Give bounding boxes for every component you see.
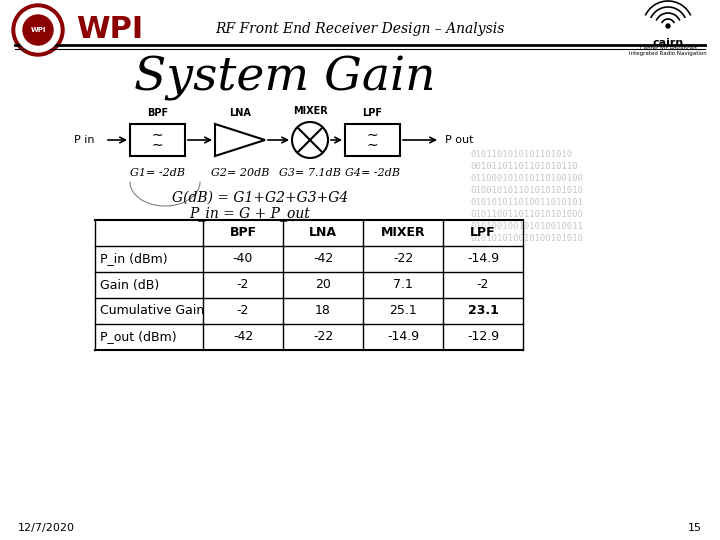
Text: -22: -22: [313, 330, 333, 343]
Text: 12/7/2020: 12/7/2020: [18, 523, 75, 533]
Text: RF Front End Receiver Design – Analysis: RF Front End Receiver Design – Analysis: [215, 22, 505, 36]
Text: 010101011010011010101: 010101011010011010101: [470, 198, 583, 207]
Text: ∼: ∼: [152, 128, 163, 142]
Text: -14.9: -14.9: [467, 253, 499, 266]
Text: G1= -2dB: G1= -2dB: [130, 168, 185, 178]
Text: System Gain: System Gain: [134, 56, 436, 100]
Text: -2: -2: [237, 305, 249, 318]
Text: P_in = G + P_out: P_in = G + P_out: [189, 207, 310, 221]
Text: 7.1: 7.1: [393, 279, 413, 292]
Text: 0101101010101101010: 0101101010101101010: [470, 150, 572, 159]
Text: ∼: ∼: [366, 128, 378, 142]
Text: WPI: WPI: [30, 27, 45, 33]
Text: 010101010010100101010: 010101010010100101010: [470, 234, 583, 243]
Text: G(dB) = G1+G2+G3+G4: G(dB) = G1+G2+G3+G4: [172, 191, 348, 205]
Circle shape: [23, 15, 53, 45]
Bar: [130, 124, 185, 156]
Text: 010110011011010101000: 010110011011010101000: [470, 210, 583, 219]
Text: 20: 20: [315, 279, 331, 292]
Circle shape: [16, 8, 60, 52]
Text: Integrated Radio Navigation: Integrated Radio Navigation: [629, 51, 707, 56]
Text: -2: -2: [237, 279, 249, 292]
Text: -40: -40: [233, 253, 253, 266]
Text: P in: P in: [74, 135, 95, 145]
Text: -22: -22: [393, 253, 413, 266]
Text: -14.9: -14.9: [387, 330, 419, 343]
Text: 18: 18: [315, 305, 331, 318]
Text: -12.9: -12.9: [467, 330, 499, 343]
Text: LNA: LNA: [229, 108, 251, 118]
Text: BPF: BPF: [147, 108, 168, 118]
Text: ∼: ∼: [152, 138, 163, 152]
Text: MIXER: MIXER: [381, 226, 426, 240]
Text: LPF: LPF: [470, 226, 496, 240]
Text: -42: -42: [233, 330, 253, 343]
Circle shape: [666, 24, 670, 28]
Text: MIXER: MIXER: [292, 106, 328, 116]
Text: LPF: LPF: [362, 108, 382, 118]
Text: 25.1: 25.1: [389, 305, 417, 318]
Circle shape: [292, 122, 328, 158]
Bar: [345, 124, 400, 156]
Circle shape: [12, 4, 64, 56]
Text: G2= 20dB: G2= 20dB: [211, 168, 269, 178]
Text: BPF: BPF: [230, 226, 256, 240]
Text: 010010101101010101010: 010010101101010101010: [470, 186, 583, 195]
Text: ∼: ∼: [366, 138, 378, 152]
Text: 010100100101010010011: 010100100101010010011: [470, 222, 583, 231]
Text: G4= -2dB: G4= -2dB: [345, 168, 400, 178]
Text: P_out (dBm): P_out (dBm): [100, 330, 176, 343]
Text: 00101101101101010110: 00101101101101010110: [470, 162, 577, 171]
Polygon shape: [215, 124, 265, 156]
Text: Cumulative Gain: Cumulative Gain: [100, 305, 204, 318]
Text: P out: P out: [445, 135, 474, 145]
Text: 011000101010110100100: 011000101010110100100: [470, 174, 583, 183]
Text: Gain (dB): Gain (dB): [100, 279, 159, 292]
Text: Center for Advanced: Center for Advanced: [639, 46, 696, 51]
Text: P_in (dBm): P_in (dBm): [100, 253, 168, 266]
Text: 15: 15: [688, 523, 702, 533]
Text: WPI: WPI: [76, 16, 143, 44]
Text: cairn: cairn: [652, 38, 683, 48]
Text: -42: -42: [313, 253, 333, 266]
Text: 23.1: 23.1: [467, 305, 498, 318]
Text: -2: -2: [477, 279, 489, 292]
Text: G3= 7.1dB: G3= 7.1dB: [279, 168, 341, 178]
Text: LNA: LNA: [309, 226, 337, 240]
